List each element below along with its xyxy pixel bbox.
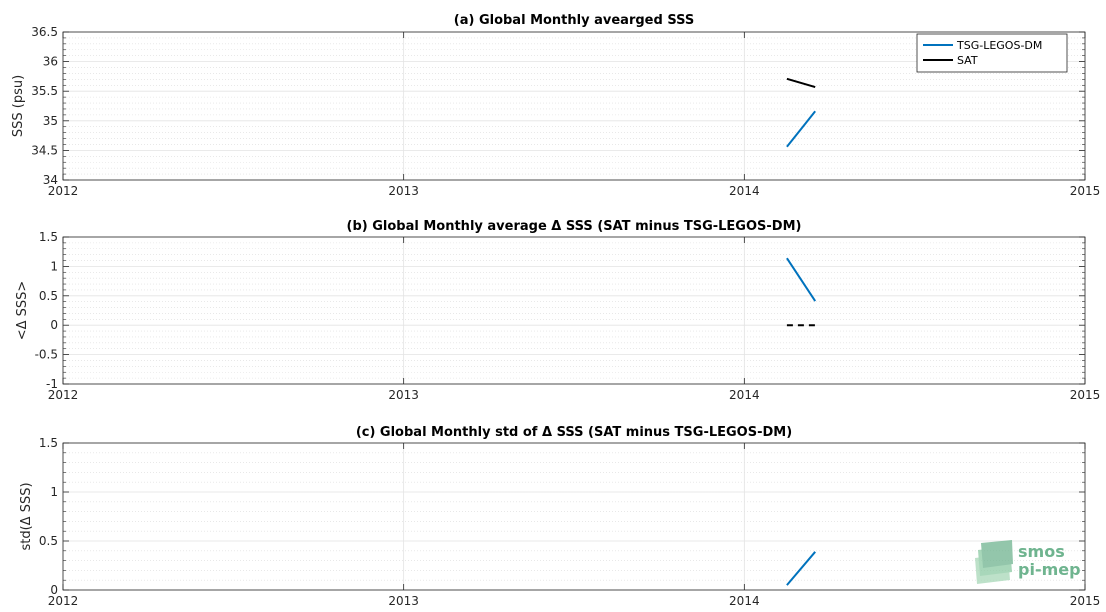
x-tick-label: 2013: [388, 388, 419, 402]
x-tick-label: 2014: [729, 184, 760, 198]
y-tick-label: 1: [50, 485, 58, 499]
x-tick-label: 2012: [48, 388, 79, 402]
y-tick-label: -1: [46, 377, 58, 391]
series-line-series-1: [786, 551, 816, 586]
y-tick-label: 34: [43, 173, 58, 187]
smos-pimep-logo: smos pi-mep: [975, 540, 1081, 584]
logo-text-pimep: pi-mep: [1018, 560, 1081, 579]
chart-title: (b) Global Monthly average Δ SSS (SAT mi…: [347, 219, 802, 234]
y-tick-label: 35: [43, 114, 58, 128]
legend: TSG-LEGOS-DM SAT: [916, 33, 1068, 73]
y-axis-label: std(Δ SSS): [19, 482, 34, 550]
y-tick-label: 1.5: [39, 230, 58, 244]
y-tick-label: 36.5: [31, 25, 58, 39]
y-tick-label: 0: [50, 318, 58, 332]
y-axis-label: SSS (psu): [11, 75, 26, 137]
logo-text-smos: smos: [1018, 542, 1065, 561]
chart-title: (a) Global Monthly avearged SSS: [454, 13, 694, 28]
y-axis-label: <Δ SSS>: [15, 281, 30, 341]
y-tick-label: 0.5: [39, 534, 58, 548]
legend-label: TSG-LEGOS-DM: [956, 39, 1042, 52]
x-tick-label: 2012: [48, 594, 79, 608]
axes-box: [62, 442, 1086, 591]
axes-box: [62, 31, 1086, 181]
chart-panel-3: 0 0.5 1 1.5 2012 2013 2014 2015 (c) Global Month…: [19, 425, 1100, 608]
y-tick-label: 0: [50, 583, 58, 597]
y-tick-label: -0.5: [35, 348, 58, 362]
x-tick-label: 2013: [388, 184, 419, 198]
x-tick-label: 2015: [1070, 184, 1101, 198]
x-tick-label: 2015: [1070, 594, 1101, 608]
x-tick-label: 2014: [729, 594, 760, 608]
logo-icon: [975, 540, 1013, 584]
y-tick-label: 35.5: [31, 84, 58, 98]
legend-box: [916, 33, 1068, 73]
y-tick-label: 0.5: [39, 289, 58, 303]
axes-box: [62, 236, 1086, 385]
x-tick-label: 2012: [48, 184, 79, 198]
y-tick-label: 1.5: [39, 436, 58, 450]
y-tick-label: 1: [50, 259, 58, 273]
series-line-series-1: [786, 257, 817, 302]
y-tick-label: 34.5: [31, 143, 58, 157]
chart-panel-1: 34 34.5 35 35.5 36 36.5 2012 2013 2014 2015 (a) Gl…: [11, 13, 1100, 198]
chart-title: (c) Global Monthly std of Δ SSS (SAT min…: [356, 425, 792, 440]
y-tick-label: 36: [43, 55, 58, 69]
series-line-tsg-legos-dm: [786, 110, 816, 148]
x-tick-label: 2015: [1070, 388, 1101, 402]
series-line-sat: [786, 77, 816, 89]
chart-panel-2: -1 -0.5 0 0.5 1 1.5 2012 2013 2014 2015 (b) Global…: [15, 219, 1100, 402]
x-tick-label: 2014: [729, 388, 760, 402]
x-tick-label: 2013: [388, 594, 419, 608]
legend-label: SAT: [957, 54, 978, 67]
